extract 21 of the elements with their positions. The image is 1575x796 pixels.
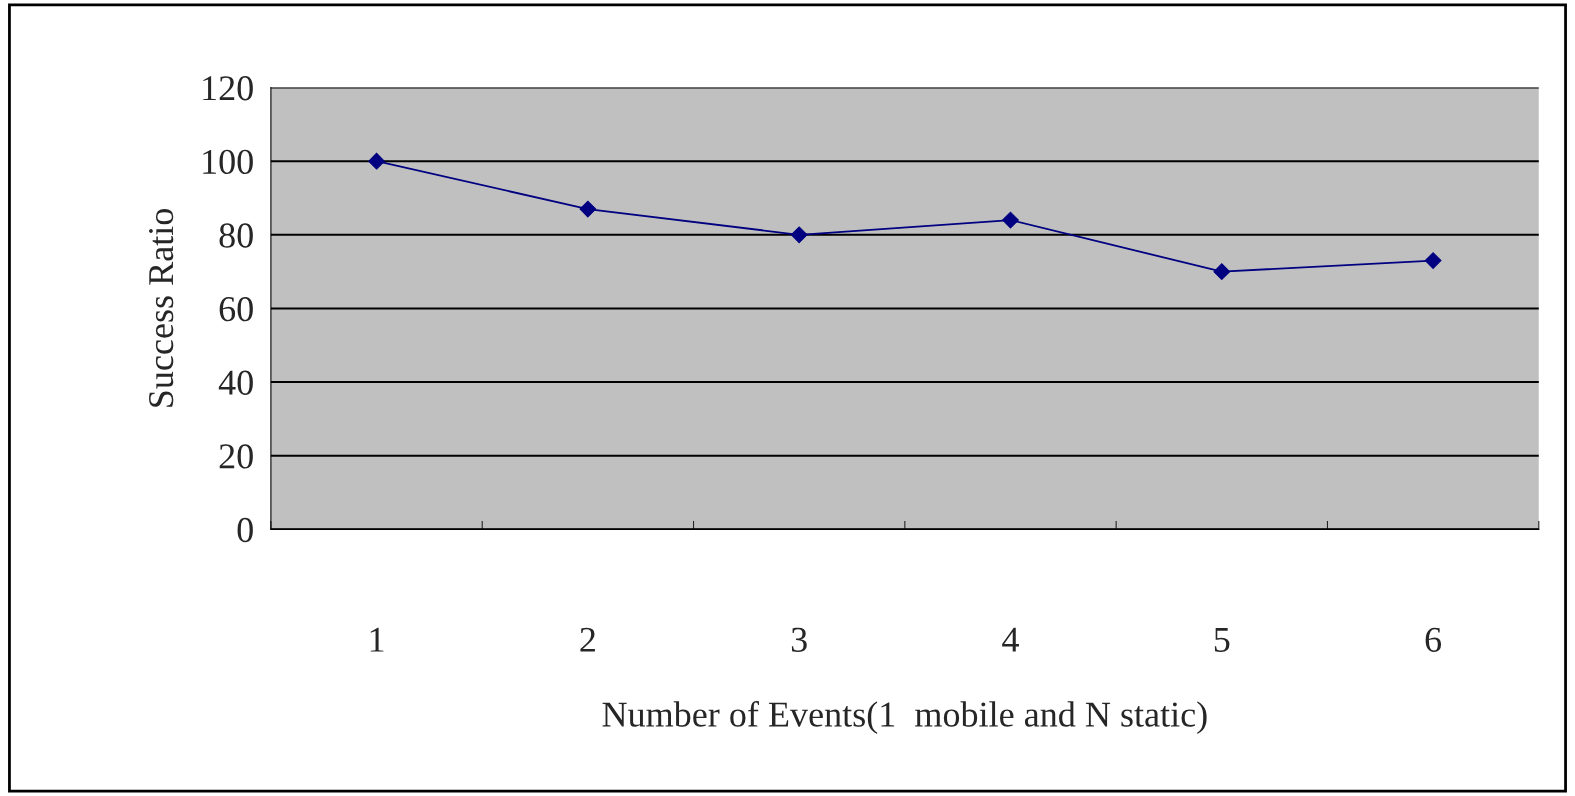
x-tick-label: 3 <box>791 627 807 652</box>
y-tick-label: 100 <box>203 149 253 175</box>
point <box>1002 211 1019 229</box>
y-axis-title: Success Ratio <box>149 209 174 407</box>
x-tick-label: 1 <box>370 627 384 652</box>
x-tick-label: 4 <box>1002 627 1019 652</box>
point <box>579 200 597 218</box>
x-tick-label: 2 <box>580 627 595 652</box>
y-tick-label: 0 <box>237 517 253 543</box>
point <box>1424 252 1442 269</box>
point <box>368 152 385 170</box>
y-tick-label: 60 <box>219 296 253 322</box>
point <box>1213 263 1231 281</box>
y-tick-label: 80 <box>219 223 253 248</box>
y-tick-label: 40 <box>218 370 253 395</box>
y-tick-label: 20 <box>219 444 253 469</box>
x-tick-label: 6 <box>1425 627 1442 652</box>
y-tick-label: 120 <box>203 76 253 101</box>
x-tick-label: 5 <box>1214 627 1230 652</box>
point <box>790 226 808 244</box>
x-axis-title: Number of Events(1 mobile and N static) <box>602 700 1207 735</box>
